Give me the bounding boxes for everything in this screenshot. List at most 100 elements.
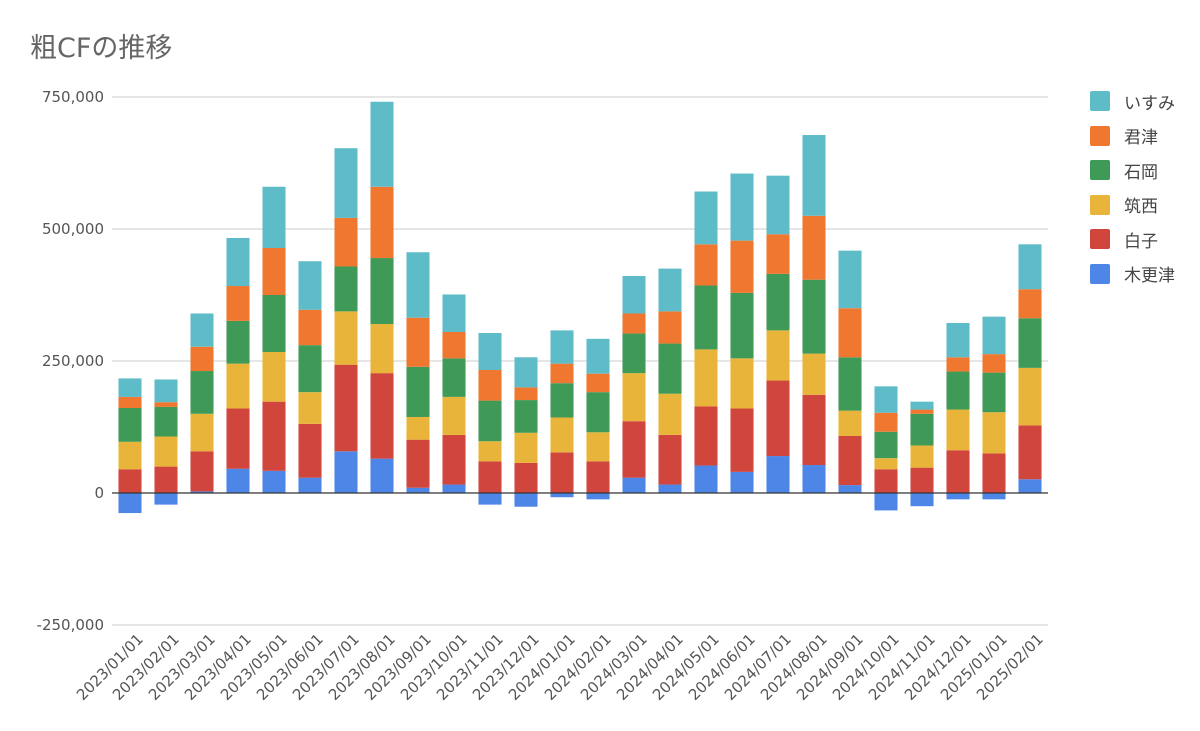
bar-segment[interactable] [442, 434, 466, 485]
bar-segment[interactable] [226, 237, 250, 287]
bar-segment[interactable] [910, 413, 934, 446]
bar-segment[interactable] [190, 413, 214, 452]
bar-segment[interactable] [154, 402, 178, 407]
bar-segment[interactable] [442, 294, 466, 332]
bar-segment[interactable] [154, 379, 178, 403]
bar-segment[interactable] [694, 406, 718, 466]
legend-item[interactable]: 筑西 [1090, 188, 1175, 223]
legend-item[interactable]: 石岡 [1090, 153, 1175, 188]
bar-segment[interactable] [190, 451, 214, 492]
bar-segment[interactable] [370, 186, 394, 259]
bar-segment[interactable] [118, 396, 142, 408]
legend-item[interactable]: 君津 [1090, 119, 1175, 154]
bar-segment[interactable] [730, 240, 754, 293]
bar-segment[interactable] [982, 316, 1006, 355]
bar-segment[interactable] [730, 173, 754, 241]
bar-segment[interactable] [622, 275, 646, 314]
bar-segment[interactable] [334, 364, 358, 452]
bar-segment[interactable] [262, 186, 286, 249]
bar-segment[interactable] [262, 295, 286, 353]
bar-segment[interactable] [838, 250, 862, 309]
bar-segment[interactable] [586, 338, 610, 374]
bar-segment[interactable] [838, 357, 862, 411]
bar-segment[interactable] [478, 461, 502, 493]
legend-item[interactable]: 木更津 [1090, 257, 1175, 292]
bar-segment[interactable] [190, 371, 214, 414]
bar-segment[interactable] [910, 409, 934, 414]
bar-segment[interactable] [514, 387, 538, 401]
bar-segment[interactable] [1018, 318, 1042, 368]
bar-segment[interactable] [802, 465, 826, 493]
bar-segment[interactable] [874, 431, 898, 459]
bar-segment[interactable] [802, 394, 826, 466]
bar-segment[interactable] [1018, 367, 1042, 426]
bar-segment[interactable] [586, 432, 610, 462]
bar-segment[interactable] [442, 331, 466, 359]
bar-segment[interactable] [118, 407, 142, 442]
bar-segment[interactable] [406, 439, 430, 488]
bar-segment[interactable] [370, 373, 394, 459]
bar-segment[interactable] [370, 101, 394, 187]
bar-segment[interactable] [946, 450, 970, 493]
bar-segment[interactable] [550, 452, 574, 493]
bar-segment[interactable] [262, 248, 286, 295]
bar-segment[interactable] [298, 423, 322, 478]
bar-segment[interactable] [298, 392, 322, 424]
bar-segment[interactable] [802, 215, 826, 280]
bar-segment[interactable] [838, 485, 862, 493]
bar-segment[interactable] [658, 268, 682, 312]
bar-segment[interactable] [550, 417, 574, 453]
bar-segment[interactable] [442, 484, 466, 493]
bar-segment[interactable] [982, 372, 1006, 413]
bar-segment[interactable] [478, 441, 502, 462]
bar-segment[interactable] [298, 345, 322, 393]
legend-item[interactable]: 白子 [1090, 222, 1175, 257]
bar-segment[interactable] [226, 468, 250, 493]
legend-item[interactable]: いすみ [1090, 84, 1175, 119]
bar-segment[interactable] [514, 357, 538, 388]
bar-segment[interactable] [730, 292, 754, 359]
bar-segment[interactable] [370, 324, 394, 374]
bar-segment[interactable] [658, 484, 682, 493]
bar-segment[interactable] [154, 466, 178, 493]
bar-segment[interactable] [550, 383, 574, 418]
bar-segment[interactable] [1018, 479, 1042, 493]
bar-segment[interactable] [910, 401, 934, 410]
bar-segment[interactable] [874, 458, 898, 470]
bar-segment[interactable] [946, 322, 970, 358]
bar-segment[interactable] [838, 435, 862, 486]
bar-segment[interactable] [298, 477, 322, 493]
bar-segment[interactable] [658, 434, 682, 485]
bar-segment[interactable] [334, 148, 358, 218]
bar-segment[interactable] [478, 493, 502, 505]
bar-segment[interactable] [1018, 425, 1042, 480]
bar-segment[interactable] [478, 333, 502, 370]
bar-segment[interactable] [406, 366, 430, 417]
bar-segment[interactable] [550, 363, 574, 384]
bar-segment[interactable] [514, 400, 538, 433]
bar-segment[interactable] [478, 369, 502, 401]
bar-segment[interactable] [190, 491, 214, 493]
bar-segment[interactable] [946, 371, 970, 410]
bar-segment[interactable] [622, 421, 646, 478]
bar-segment[interactable] [514, 432, 538, 463]
bar-segment[interactable] [802, 353, 826, 395]
bar-segment[interactable] [406, 252, 430, 318]
bar-segment[interactable] [334, 217, 358, 267]
bar-segment[interactable] [118, 378, 142, 397]
bar-segment[interactable] [946, 493, 970, 500]
bar-segment[interactable] [802, 135, 826, 216]
bar-segment[interactable] [622, 333, 646, 374]
bar-segment[interactable] [910, 467, 934, 493]
bar-segment[interactable] [550, 330, 574, 364]
bar-segment[interactable] [154, 436, 178, 467]
bar-segment[interactable] [622, 313, 646, 334]
bar-segment[interactable] [118, 441, 142, 470]
bar-segment[interactable] [190, 313, 214, 347]
bar-segment[interactable] [550, 493, 574, 498]
bar-segment[interactable] [694, 349, 718, 407]
bar-segment[interactable] [982, 354, 1006, 373]
bar-segment[interactable] [658, 311, 682, 344]
bar-segment[interactable] [154, 406, 178, 437]
bar-segment[interactable] [370, 258, 394, 325]
